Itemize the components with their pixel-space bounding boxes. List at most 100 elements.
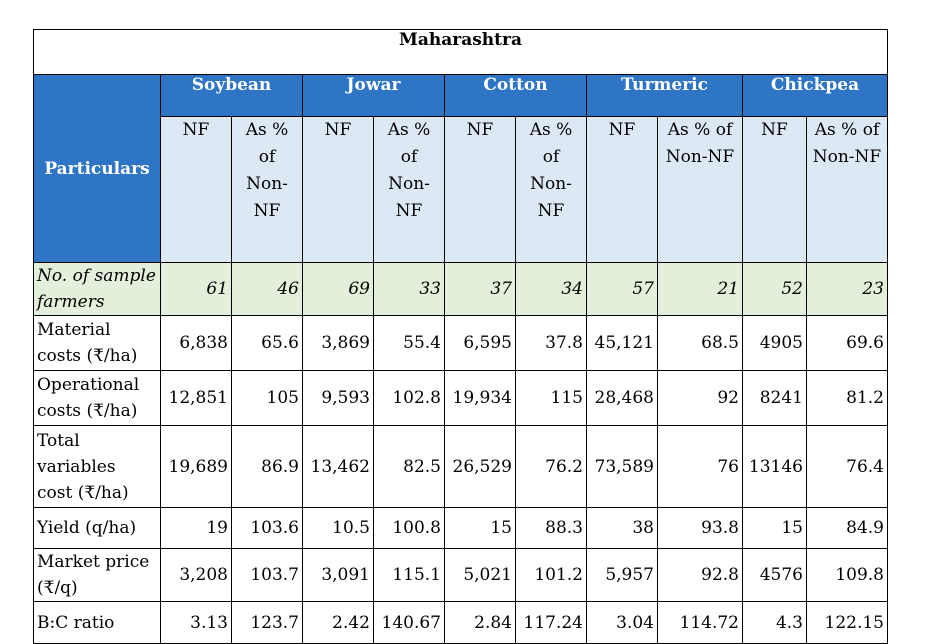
cell-line: As % of (667, 120, 733, 140)
cell-line: Non-NF (812, 147, 882, 167)
pct-value-cell: 92.8 (657, 548, 743, 602)
nf-value-cell: 5,021 (444, 548, 516, 602)
crop-header-turmeric: Turmeric (586, 74, 743, 117)
nf-value-cell: 4.3 (742, 601, 807, 644)
cell-line: Total (37, 430, 80, 451)
cell-line: variables (37, 456, 116, 477)
pct-value-cell: 84.9 (806, 507, 888, 549)
pct-value-cell: 115.1 (373, 548, 445, 602)
nf-value-cell: 73,589 (586, 425, 658, 508)
nf-value-cell: 57 (586, 262, 658, 316)
table-row: Market price (₹/q) 3,208 103.7 3,091 115.1 5,0… (33, 548, 888, 602)
pct-value-cell: 33 (373, 262, 445, 316)
row-label: Total variables cost (₹/ha) (33, 425, 161, 508)
pct-value-cell: 68.5 (657, 315, 743, 371)
pct-value-cell: 86.9 (231, 425, 303, 508)
pct-value-cell: 23 (806, 262, 888, 316)
cell-line: costs (₹/ha) (37, 401, 138, 421)
nf-value-cell: 10.5 (302, 507, 374, 549)
pct-nonnf-subheader: As % of Non- NF (373, 116, 445, 263)
pct-value-cell: 101.2 (515, 548, 587, 602)
nf-value-cell: 45,121 (586, 315, 658, 371)
pct-value-cell: 82.5 (373, 425, 445, 508)
cell-line: Non- (530, 174, 572, 194)
table-row: No. of sample farmers 61 46 69 33 37 34 57 21 52 23 (33, 262, 888, 316)
nf-value-cell: 3,208 (160, 548, 232, 602)
pct-value-cell: 76.2 (515, 425, 587, 508)
nf-value-cell: 8241 (742, 370, 807, 426)
table-row: B:C ratio 3.13 123.7 2.42 140.67 2.84 117.24 3.… (33, 601, 888, 644)
pct-value-cell: 34 (515, 262, 587, 316)
nf-value-cell: 15 (444, 507, 516, 549)
pct-value-cell: 114.72 (657, 601, 743, 644)
crop-header-soybean: Soybean (160, 74, 303, 117)
cell-line: NF (537, 201, 565, 221)
nf-value-cell: 15 (742, 507, 807, 549)
pct-value-cell: 123.7 (231, 601, 303, 644)
nf-subheader: NF (444, 116, 516, 263)
table-row: Yield (q/ha) 19 103.6 10.5 100.8 15 88.3 38 93.8… (33, 507, 888, 549)
nf-value-cell: 4576 (742, 548, 807, 602)
particulars-header: Particulars (33, 74, 161, 263)
row-label: Yield (q/ha) (33, 507, 161, 549)
nf-value-cell: 9,593 (302, 370, 374, 426)
cell-line: No. of sample (37, 266, 156, 286)
table-title: Maharashtra (33, 29, 888, 75)
pct-value-cell: 115 (515, 370, 587, 426)
cell-line: B:C ratio (37, 612, 115, 633)
row-label: B:C ratio (33, 601, 161, 644)
pct-value-cell: 93.8 (657, 507, 743, 549)
pct-value-cell: 109.8 (806, 548, 888, 602)
pct-nonnf-subheader: As % of Non-NF (806, 116, 888, 263)
nf-value-cell: 2.42 (302, 601, 374, 644)
nf-subheader: NF (160, 116, 232, 263)
crop-header-jowar: Jowar (302, 74, 445, 117)
nf-value-cell: 13146 (742, 425, 807, 508)
cell-line: As % of (814, 120, 880, 140)
pct-value-cell: 69.6 (806, 315, 888, 371)
pct-value-cell: 100.8 (373, 507, 445, 549)
nf-value-cell: 37 (444, 262, 516, 316)
pct-value-cell: 105 (231, 370, 303, 426)
nf-subheader: NF (742, 116, 807, 263)
pct-value-cell: 37.8 (515, 315, 587, 371)
nf-value-cell: 4905 (742, 315, 807, 371)
maharashtra-table: Maharashtra Particulars Soybean Jowar Co… (33, 29, 888, 644)
nf-value-cell: 6,838 (160, 315, 232, 371)
table-body: No. of sample farmers 61 46 69 33 37 34 57 21 52 23… (33, 262, 888, 644)
nf-value-cell: 26,529 (444, 425, 516, 508)
nf-value-cell: 13,462 (302, 425, 374, 508)
nf-value-cell: 38 (586, 507, 658, 549)
cell-line: As % of (387, 120, 431, 167)
row-label: Market price (₹/q) (33, 548, 161, 602)
pct-value-cell: 88.3 (515, 507, 587, 549)
nf-value-cell: 19,689 (160, 425, 232, 508)
row-label: Material costs (₹/ha) (33, 315, 161, 371)
nf-value-cell: 19 (160, 507, 232, 549)
cell-line: Market price (37, 552, 150, 572)
table-row: Material costs (₹/ha) 6,838 65.6 3,869 55.4 6,… (33, 315, 888, 371)
cell-line: Non- (388, 174, 430, 194)
cell-line: NF (395, 201, 423, 221)
nf-subheader: NF (302, 116, 374, 263)
cell-line: Material (37, 320, 111, 340)
cell-line: Yield (q/ha) (37, 518, 137, 538)
pct-value-cell: 81.2 (806, 370, 888, 426)
nf-value-cell: 61 (160, 262, 232, 316)
nf-value-cell: 52 (742, 262, 807, 316)
pct-value-cell: 92 (657, 370, 743, 426)
crop-header-cotton: Cotton (444, 74, 587, 117)
pct-value-cell: 65.6 (231, 315, 303, 371)
cell-line: costs (₹/ha) (37, 346, 138, 366)
pct-value-cell: 76 (657, 425, 743, 508)
table-row: Total variables cost (₹/ha) 19,689 86.9 13,46… (33, 425, 888, 508)
pct-value-cell: 55.4 (373, 315, 445, 371)
nf-value-cell: 2.84 (444, 601, 516, 644)
nf-value-cell: 12,851 (160, 370, 232, 426)
cell-line: NF (253, 201, 281, 221)
pct-value-cell: 76.4 (806, 425, 888, 508)
nf-value-cell: 3,091 (302, 548, 374, 602)
